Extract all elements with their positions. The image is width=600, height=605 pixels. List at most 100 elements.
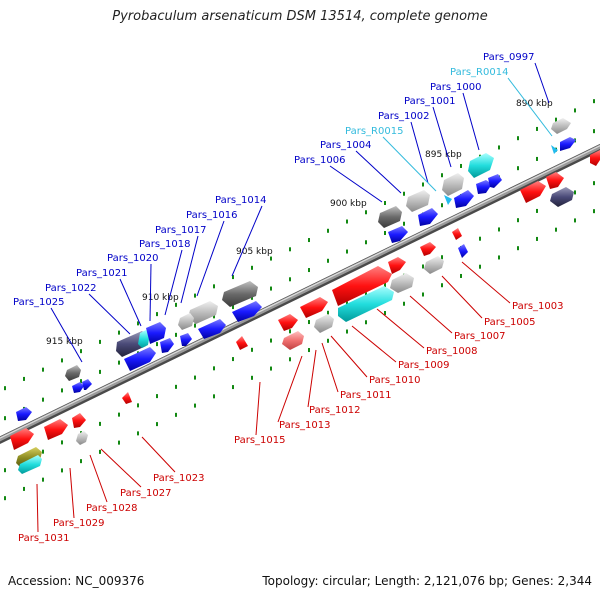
- lane-dot: [4, 416, 6, 421]
- gene-label-pars-1005[interactable]: Pars_1005: [484, 317, 535, 328]
- gene-label-pars-1021[interactable]: Pars_1021: [76, 268, 127, 279]
- gene-arrow[interactable]: [180, 333, 192, 346]
- gene-block[interactable]: [222, 281, 258, 307]
- gene-arrow[interactable]: [388, 226, 408, 243]
- gene-label-pars-1028[interactable]: Pars_1028: [86, 503, 137, 514]
- gene-arrow[interactable]: [476, 180, 492, 194]
- gene-label-pars-1012[interactable]: Pars_1012: [309, 405, 360, 416]
- gene-block[interactable]: [338, 286, 394, 322]
- gene-label-pars-1011[interactable]: Pars_1011: [340, 390, 391, 401]
- gene-label-pars-1014[interactable]: Pars_1014: [215, 195, 266, 206]
- lane-dot: [194, 403, 196, 408]
- lane-dot: [213, 394, 215, 399]
- gene-label-pars-1010[interactable]: Pars_1010: [369, 375, 420, 386]
- lane-dot: [61, 388, 63, 393]
- gene-label-pars-1031[interactable]: Pars_1031: [18, 533, 69, 544]
- gene-label-pars-1009[interactable]: Pars_1009: [398, 360, 449, 371]
- lane-dot: [4, 496, 6, 501]
- gene-block[interactable]: [138, 330, 150, 348]
- gene-arrow[interactable]: [236, 336, 248, 350]
- gene-block[interactable]: [188, 301, 218, 324]
- gene-label-pars-1013[interactable]: Pars_1013: [279, 420, 330, 431]
- gene-arrow[interactable]: [458, 244, 468, 258]
- lane-dot: [403, 301, 405, 306]
- gene-label-pars-1015[interactable]: Pars_1015: [234, 435, 285, 446]
- upper-labels: Pars_0997 Pars_R0014 Pars_1000 Pars_1001…: [13, 52, 534, 308]
- leader-line: [409, 295, 453, 334]
- gene-arrow[interactable]: [520, 181, 546, 203]
- gene-arrow[interactable]: [232, 301, 262, 322]
- gene-block[interactable]: [424, 256, 444, 274]
- gene-arrow[interactable]: [122, 392, 132, 404]
- rna-label-pars-r0015[interactable]: Pars_R0015: [345, 126, 403, 137]
- lane-dot: [194, 375, 196, 380]
- gene-arrow[interactable]: [72, 382, 84, 393]
- gene-label-pars-1017[interactable]: Pars_1017: [155, 225, 206, 236]
- rna-arrow[interactable]: [551, 145, 558, 154]
- gene-arrow[interactable]: [452, 228, 462, 240]
- gene-arrow[interactable]: [82, 379, 92, 390]
- gene-arrow[interactable]: [560, 137, 576, 151]
- gene-arrow[interactable]: [124, 347, 156, 371]
- gene-label-pars-1023[interactable]: Pars_1023: [153, 473, 204, 484]
- genome-backbone: [0, 143, 600, 445]
- gene-arrow[interactable]: [278, 314, 298, 331]
- gene-label-pars-1004[interactable]: Pars_1004: [320, 140, 371, 151]
- gene-block[interactable]: [282, 331, 304, 350]
- gene-block[interactable]: [390, 273, 414, 293]
- gene-label-pars-1018[interactable]: Pars_1018: [139, 239, 190, 250]
- gene-arrow[interactable]: [44, 419, 68, 440]
- gene-arrow[interactable]: [146, 322, 166, 344]
- gene-block[interactable]: [468, 153, 494, 178]
- lane-dot: [42, 367, 44, 372]
- gene-arrow[interactable]: [300, 297, 328, 318]
- gene-arrow[interactable]: [10, 428, 34, 450]
- gene-label-pars-1022[interactable]: Pars_1022: [45, 283, 96, 294]
- gene-arrow[interactable]: [160, 338, 174, 353]
- lane-dot: [365, 320, 367, 325]
- gene-block[interactable]: [551, 118, 571, 134]
- gene-arrow[interactable]: [488, 174, 502, 188]
- gene-block[interactable]: [18, 455, 42, 474]
- gene-block[interactable]: [178, 313, 194, 330]
- gene-label-pars-1020[interactable]: Pars_1020: [107, 253, 158, 264]
- gene-label-pars-1007[interactable]: Pars_1007: [454, 331, 505, 342]
- gene-arrow[interactable]: [198, 319, 226, 339]
- gene-block[interactable]: [314, 314, 334, 333]
- gene-block[interactable]: [442, 173, 464, 196]
- gene-label-pars-1006[interactable]: Pars_1006: [294, 155, 345, 166]
- gene-label-pars-0997[interactable]: Pars_0997: [483, 52, 534, 63]
- leader-line: [69, 467, 75, 519]
- gene-arrow[interactable]: [332, 266, 392, 306]
- gene-label-pars-1027[interactable]: Pars_1027: [120, 488, 171, 499]
- rna-label-pars-r0014[interactable]: Pars_R0014: [450, 67, 508, 78]
- lane-dot: [517, 166, 519, 171]
- gene-label-pars-1029[interactable]: Pars_1029: [53, 518, 104, 529]
- lane-dot: [574, 218, 576, 223]
- gene-label-pars-1000[interactable]: Pars_1000: [430, 82, 481, 93]
- gene-arrow[interactable]: [16, 407, 32, 421]
- gene-arrow[interactable]: [420, 242, 436, 256]
- tick-label-895: 895 kbp: [425, 150, 462, 160]
- gene-label-pars-1003[interactable]: Pars_1003: [512, 301, 563, 312]
- gene-arrow[interactable]: [418, 208, 438, 226]
- gene-block[interactable]: [378, 206, 402, 228]
- gene-arrow[interactable]: [590, 150, 600, 166]
- lane-dot: [593, 129, 595, 134]
- gene-arrow[interactable]: [454, 190, 474, 208]
- topology-text: Topology: circular; Length: 2,121,076 bp…: [262, 574, 592, 588]
- gene-label-pars-1016[interactable]: Pars_1016: [186, 210, 237, 221]
- gene-label-pars-1025[interactable]: Pars_1025: [13, 297, 64, 308]
- rna-arrow[interactable]: [444, 195, 452, 205]
- gene-label-pars-1008[interactable]: Pars_1008: [426, 346, 477, 357]
- gene-label-pars-1002[interactable]: Pars_1002: [378, 111, 429, 122]
- gene-arrow[interactable]: [388, 257, 406, 274]
- gene-arrow[interactable]: [546, 172, 564, 189]
- lane-dot: [137, 403, 139, 408]
- gene-arrow[interactable]: [72, 413, 86, 428]
- gene-block[interactable]: [76, 431, 88, 445]
- gene-block[interactable]: [65, 365, 81, 381]
- gene-block[interactable]: [406, 190, 430, 212]
- gene-label-pars-1001[interactable]: Pars_1001: [404, 96, 455, 107]
- gene-block[interactable]: [550, 187, 574, 207]
